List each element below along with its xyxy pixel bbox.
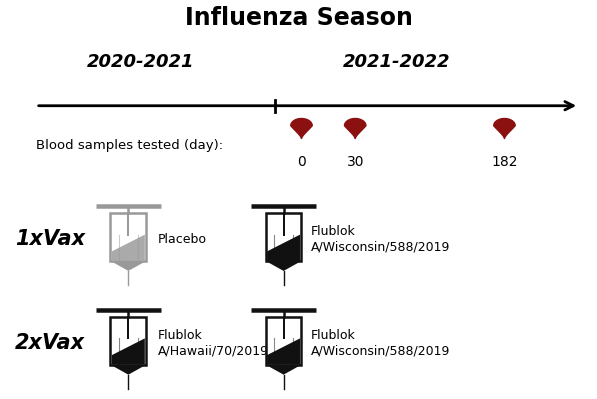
Text: Flublok
A/Hawaii/70/2019: Flublok A/Hawaii/70/2019 — [158, 329, 269, 357]
Polygon shape — [494, 119, 515, 138]
Polygon shape — [110, 365, 146, 375]
Text: 30: 30 — [346, 154, 364, 169]
Polygon shape — [266, 317, 301, 365]
Text: 0: 0 — [297, 154, 306, 169]
Text: 2xVax: 2xVax — [15, 333, 85, 353]
Polygon shape — [110, 317, 146, 365]
Text: Flublok
A/Wisconsin/588/2019: Flublok A/Wisconsin/588/2019 — [310, 329, 450, 357]
Text: Influenza Season: Influenza Season — [184, 6, 413, 30]
Text: 182: 182 — [491, 154, 518, 169]
Polygon shape — [112, 235, 145, 261]
Polygon shape — [266, 365, 301, 375]
Polygon shape — [266, 213, 301, 261]
Text: 2020-2021: 2020-2021 — [87, 53, 194, 71]
Text: Blood samples tested (day):: Blood samples tested (day): — [36, 139, 223, 152]
Polygon shape — [112, 338, 145, 365]
Polygon shape — [344, 119, 366, 138]
Text: 2021-2022: 2021-2022 — [343, 53, 451, 71]
Polygon shape — [267, 338, 300, 365]
Text: Flublok
A/Wisconsin/588/2019: Flublok A/Wisconsin/588/2019 — [310, 225, 450, 253]
Polygon shape — [266, 261, 301, 271]
Polygon shape — [110, 213, 146, 261]
Text: Placebo: Placebo — [158, 233, 207, 246]
Text: 1xVax: 1xVax — [15, 229, 85, 249]
Polygon shape — [291, 119, 312, 138]
Polygon shape — [267, 235, 300, 261]
Polygon shape — [110, 261, 146, 271]
